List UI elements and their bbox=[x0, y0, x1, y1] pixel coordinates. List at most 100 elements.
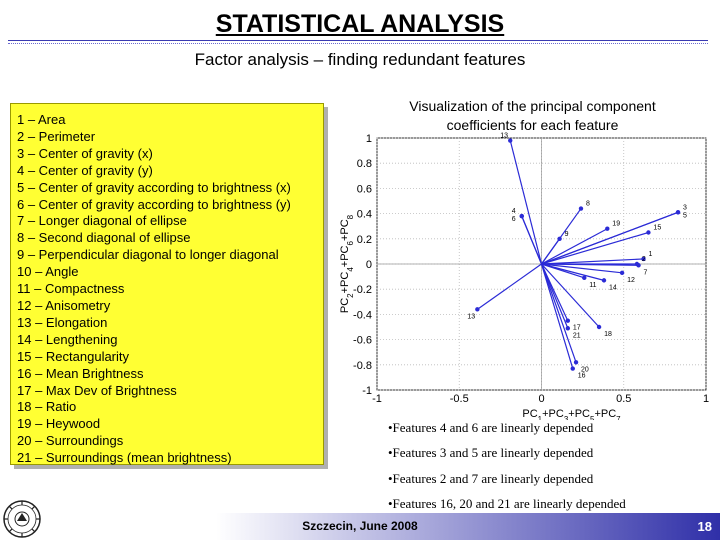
feature-item: 15 – Rectangularity bbox=[17, 348, 130, 364]
point-label: 13 bbox=[500, 133, 508, 140]
x-axis-label: PC1+PC3+PC5+PC7 bbox=[522, 408, 621, 420]
visualization-title: Visualization of the principal component… bbox=[409, 98, 656, 133]
feature-item: 17 – Max Dev of Brightness bbox=[17, 382, 177, 398]
point-label: 11 bbox=[589, 282, 596, 289]
point-label: 7 bbox=[644, 269, 648, 276]
vector-point-1 bbox=[641, 256, 646, 262]
y-tick-label: 0.2 bbox=[357, 234, 372, 246]
point-label: 13 bbox=[467, 313, 475, 320]
y-tick-label: -0.8 bbox=[353, 360, 372, 372]
feature-item: 5 – Center of gravity according to brigh… bbox=[17, 179, 291, 195]
note-item: •Features 16, 20 and 21 are linearly dep… bbox=[388, 495, 626, 511]
point-label: 8 bbox=[586, 201, 590, 208]
vector-point-13 bbox=[475, 307, 480, 312]
point-label: 17 bbox=[573, 325, 581, 332]
feature-item: 2 – Perimeter bbox=[17, 128, 96, 144]
y-tick-label: -0.2 bbox=[353, 284, 372, 296]
x-tick-label: 0 bbox=[538, 393, 544, 405]
feature-item: 20 – Surroundings bbox=[17, 433, 124, 449]
vector-point-9 bbox=[557, 236, 562, 241]
point-label: 21 bbox=[573, 332, 581, 339]
vector-line-16 bbox=[540, 263, 574, 369]
vector-line-11 bbox=[541, 263, 585, 279]
vector-line-6 bbox=[521, 215, 543, 265]
vector-line-13 bbox=[476, 263, 542, 310]
x-tick-label: 0.5 bbox=[616, 393, 631, 405]
vector-point-8 bbox=[578, 206, 584, 211]
point-label: 20 bbox=[581, 366, 589, 373]
point-label: 14 bbox=[609, 284, 617, 291]
notes-list: •Features 4 and 6 are linearly depended •… bbox=[388, 420, 718, 521]
feature-item: 14 – Lengthening bbox=[17, 331, 118, 347]
y-tick-label: 0.4 bbox=[357, 209, 372, 221]
point-label: 15 bbox=[653, 225, 661, 232]
feature-item: 19 – Heywood bbox=[17, 416, 101, 432]
vector-line-14 bbox=[541, 263, 605, 281]
feature-item: 18 – Ratio bbox=[17, 399, 77, 415]
feature-item: 11 – Compactness bbox=[17, 281, 125, 297]
point-label: 6 bbox=[512, 216, 516, 223]
y-tick-label: -1 bbox=[362, 385, 372, 397]
feature-item: 7 – Longer diagonal of ellipse bbox=[17, 213, 187, 229]
vector-line-20 bbox=[540, 263, 577, 363]
vector-point-6 bbox=[519, 213, 524, 219]
note-item: •Features 4 and 6 are linearly depended bbox=[388, 420, 594, 435]
y-tick-label: 0.6 bbox=[357, 183, 372, 195]
y-tick-label: 1 bbox=[366, 133, 372, 145]
point-label: 3 bbox=[683, 204, 687, 211]
vector-line-19 bbox=[541, 228, 608, 265]
vector-line-12 bbox=[541, 263, 623, 274]
footer-bar bbox=[0, 513, 720, 540]
y-tick-label: -0.6 bbox=[353, 335, 372, 347]
vector-point-11 bbox=[582, 275, 587, 281]
point-label: 16 bbox=[578, 373, 586, 380]
footer-text: Szczecin, June 2008 bbox=[302, 519, 418, 533]
point-label: 9 bbox=[565, 231, 569, 238]
point-label: 4 bbox=[512, 208, 516, 215]
principal-component-biplot: -1 -0.5 0 0.5 110.80.60.40.20-0.2-0.4-0.6-0.… bbox=[339, 133, 709, 420]
vector-point-13 bbox=[508, 138, 513, 143]
vector-point-14 bbox=[601, 278, 607, 283]
slide-title: STATISTICAL ANALYSIS bbox=[215, 10, 505, 38]
vector-point-5 bbox=[675, 210, 681, 215]
slide-subtitle: Factor analysis – finding redundant feat… bbox=[194, 50, 526, 69]
point-label: 1 bbox=[648, 251, 652, 258]
feature-list-box: 1 – Area 2 – Perimeter 3 – Center of gravi… bbox=[10, 103, 324, 465]
note-item: •Features 2 and 7 are linearly depended bbox=[388, 470, 594, 486]
vector-point-18 bbox=[596, 324, 602, 330]
y-tick-label: 0 bbox=[366, 259, 372, 271]
x-tick-label: -1 bbox=[372, 393, 382, 405]
feature-item: 21 – Surroundings (mean brightness) bbox=[17, 450, 232, 466]
vector-point-21 bbox=[565, 326, 571, 331]
vector-point-19 bbox=[605, 226, 610, 231]
point-label: 2 bbox=[642, 256, 646, 263]
feature-item: 9 – Perpendicular diagonal to longer dia… bbox=[17, 247, 279, 263]
point-label: 19 bbox=[612, 221, 620, 228]
vector-point-17 bbox=[565, 318, 571, 323]
feature-item: 13 – Elongation bbox=[17, 314, 108, 330]
feature-item: 8 – Second diagonal of ellipse bbox=[17, 230, 191, 246]
y-axis-label: PC2+PC4+PC6+PC8 bbox=[339, 214, 355, 313]
university-seal-icon bbox=[3, 500, 41, 538]
y-tick-label: -0.4 bbox=[353, 309, 372, 321]
vector-line-13 bbox=[509, 140, 543, 265]
vector-line-7 bbox=[541, 263, 639, 266]
feature-item: 16 – Mean Brightness bbox=[17, 365, 144, 381]
feature-item: 3 – Center of gravity (x) bbox=[17, 145, 153, 161]
feature-item: 6 – Center of gravity according to brigh… bbox=[17, 196, 291, 212]
point-label: 18 bbox=[604, 331, 612, 338]
y-tick-label: 0.8 bbox=[357, 158, 372, 170]
title-rule bbox=[8, 40, 708, 41]
vector-point-12 bbox=[619, 270, 625, 276]
note-item: •Features 3 and 5 are linearly depended bbox=[388, 445, 594, 461]
point-label: 12 bbox=[627, 277, 635, 284]
vector-point-20 bbox=[573, 360, 579, 365]
feature-item: 1 – Area bbox=[17, 112, 66, 127]
vector-line-9 bbox=[541, 238, 561, 265]
vector-point-7 bbox=[636, 263, 641, 268]
x-tick-label: 1 bbox=[703, 393, 709, 405]
title-rule-dotted bbox=[8, 43, 708, 44]
vector-line-18 bbox=[541, 263, 600, 328]
vector-line-1 bbox=[541, 258, 644, 265]
feature-item: 12 – Anisometry bbox=[17, 297, 111, 313]
